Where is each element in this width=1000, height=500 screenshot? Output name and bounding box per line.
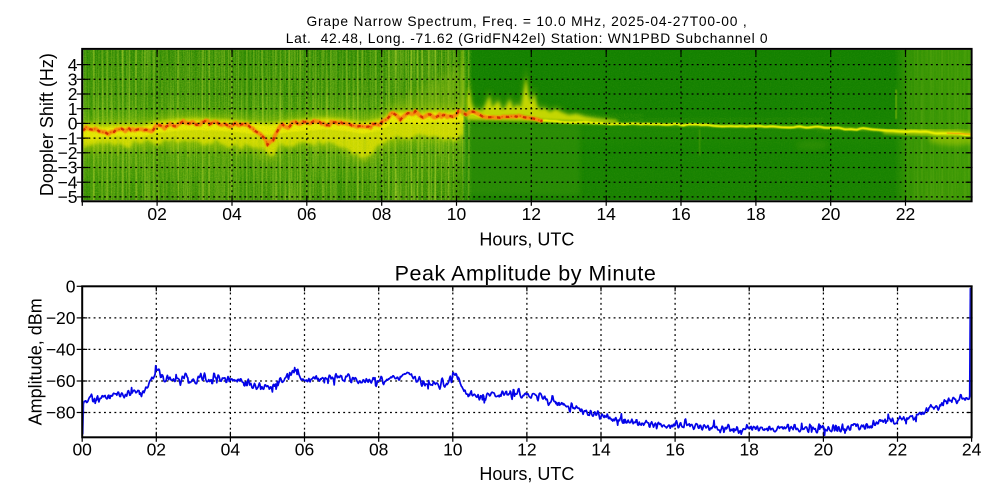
svg-text:22: 22 xyxy=(888,439,907,459)
svg-text:12: 12 xyxy=(522,204,541,224)
svg-text:2: 2 xyxy=(68,84,78,104)
svg-text:12: 12 xyxy=(517,439,536,459)
svg-text:20: 20 xyxy=(814,439,834,459)
svg-text:10: 10 xyxy=(443,439,463,459)
svg-text:06: 06 xyxy=(295,439,314,459)
svg-text:14: 14 xyxy=(591,439,611,459)
svg-text:20: 20 xyxy=(821,204,841,224)
svg-text:08: 08 xyxy=(372,204,391,224)
svg-text:4: 4 xyxy=(68,55,78,75)
svg-text:16: 16 xyxy=(665,439,684,459)
svg-text:−3: −3 xyxy=(58,158,78,178)
svg-text:14: 14 xyxy=(596,204,616,224)
svg-text:04: 04 xyxy=(221,439,241,459)
svg-text:Doppler Shift (Hz): Doppler Shift (Hz) xyxy=(37,53,57,196)
svg-text:−60: −60 xyxy=(46,371,76,391)
svg-text:−2: −2 xyxy=(58,143,78,163)
svg-text:00: 00 xyxy=(72,439,92,459)
svg-text:06: 06 xyxy=(297,204,316,224)
svg-text:02: 02 xyxy=(147,439,166,459)
svg-text:24: 24 xyxy=(962,439,982,459)
svg-text:3: 3 xyxy=(68,70,78,90)
svg-text:−20: −20 xyxy=(46,308,76,328)
svg-text:Amplitude, dBm: Amplitude, dBm xyxy=(26,298,46,425)
svg-text:1: 1 xyxy=(68,99,78,119)
svg-text:04: 04 xyxy=(222,204,242,224)
svg-text:22: 22 xyxy=(896,204,915,224)
svg-text:18: 18 xyxy=(739,439,758,459)
svg-text:Grape Narrow Spectrum, Freq. =: Grape Narrow Spectrum, Freq. = 10.0 MHz,… xyxy=(307,14,748,29)
svg-text:−40: −40 xyxy=(46,340,76,360)
svg-text:−80: −80 xyxy=(46,403,76,423)
svg-text:Hours, UTC: Hours, UTC xyxy=(479,464,574,484)
svg-text:Lat. 42.48, Long. -71.62 (Gri: Lat. 42.48, Long. -71.62 (GridFN42el) St… xyxy=(286,31,769,46)
svg-text:02: 02 xyxy=(147,204,166,224)
svg-text:Hours, UTC: Hours, UTC xyxy=(479,229,574,249)
svg-text:08: 08 xyxy=(369,439,388,459)
svg-text:16: 16 xyxy=(671,204,690,224)
svg-text:18: 18 xyxy=(746,204,765,224)
svg-text:−1: −1 xyxy=(58,128,78,148)
svg-text:0: 0 xyxy=(66,277,76,297)
svg-text:−4: −4 xyxy=(58,172,78,192)
svg-text:10: 10 xyxy=(447,204,467,224)
svg-text:−5: −5 xyxy=(58,187,78,207)
svg-text:0: 0 xyxy=(68,114,78,134)
svg-text:Peak Amplitude by Minute: Peak Amplitude by Minute xyxy=(395,262,657,286)
